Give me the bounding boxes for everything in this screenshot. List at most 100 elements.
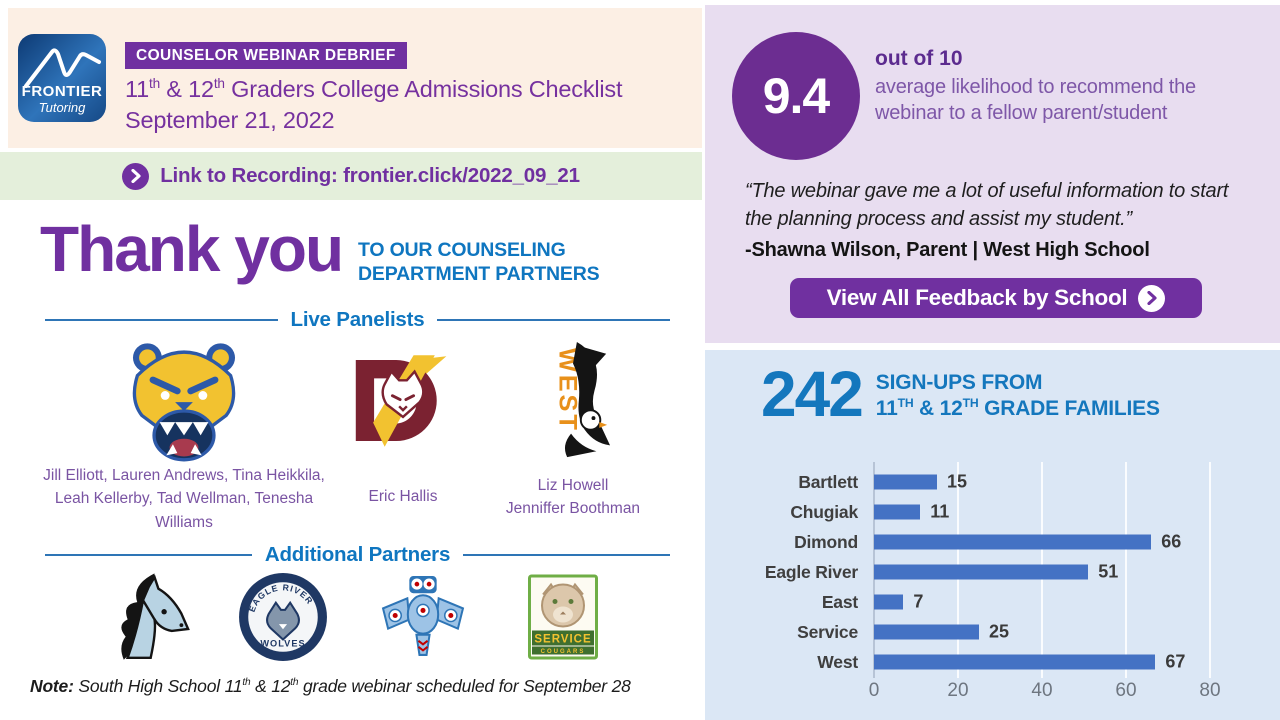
eagle-river-wolves-logo-icon: EAGLE RIVER WOLVES [218,568,348,666]
chart-category-label: Dimond [794,531,858,552]
chart-bar [874,654,1156,670]
bartlett-bear-logo-icon [128,338,240,464]
west-eagle-logo-icon: WEST [534,338,612,464]
chart-bar-value: 51 [1098,561,1119,582]
panelist-bartlett: Jill Elliott, Lauren Andrews, Tina Heikk… [30,338,338,534]
signups-title: SIGN-UPS FROM 11TH & 12TH GRADE FAMILIES [875,371,1160,420]
chart-bar [874,474,937,490]
chart-category-label: Chugiak [790,501,858,522]
chart-row: Service 25 [713,617,1273,647]
chugiak-mustang-logo-icon [78,568,208,666]
schedule-note: Note: South High School 11th & 12th grad… [30,676,631,696]
chart-bar-value: 25 [989,621,1010,642]
header-panel: FRONTIER Tutoring COUNSELOR WEBINAR DEBR… [8,8,702,148]
panelist-west: WEST Liz Howell Jenniffer Boothman [468,338,678,534]
testimonial-attribution: -Shawna Wilson, Parent | West High Schoo… [745,239,1150,261]
divider-line [437,319,670,321]
chart-bar-value: 11 [930,501,950,522]
divider-line [45,319,278,321]
testimonial-quote: “The webinar gave me a lot of useful inf… [745,180,1229,230]
panelist-names: Liz Howell Jenniffer Boothman [505,476,641,517]
chart-category-label: Eagle River [764,561,858,582]
webinar-debrief-badge: COUNSELOR WEBINAR DEBRIEF [125,42,407,69]
panelist-names: Jill Elliott, Lauren Andrews, Tina Heikk… [43,467,325,531]
partners-row: EAGLE RIVER WOLVES [78,568,628,666]
chart-bar-value: 7 [913,591,924,612]
additional-partners-heading: Additional Partners [264,543,451,566]
score-desc-text: average likelihood to recommend the webi… [875,76,1196,124]
title-line1: 11th & 12th Graders College Admissions C… [125,76,623,102]
svg-text:COUGARS: COUGARS [541,649,586,655]
score-out-of: out of 10 [875,47,963,70]
chart-bar [874,504,921,520]
chart-bar [874,564,1089,580]
title-date: September 21, 2022 [125,107,335,134]
dimond-lynx-logo-icon [350,338,456,464]
signups-panel: 242 SIGN-UPS FROM 11TH & 12TH GRADE FAMI… [705,350,1280,720]
chart-category-label: Service [797,621,858,642]
logo-wordmark: FRONTIER [21,83,103,100]
chart-bar-track: 67 [874,647,1210,677]
chart-bar [874,594,904,610]
additional-partners-divider: Additional Partners [45,543,671,567]
axis-tick-label: 80 [1199,680,1221,701]
panelist-dimond: Eric Hallis [338,338,468,534]
chart-bar [874,624,979,640]
chart-row: Dimond 66 [713,527,1273,557]
chart-category-label: West [817,651,858,672]
svg-text:SERVICE: SERVICE [534,634,591,646]
arrow-circle-icon [122,162,150,190]
panelists-row: Jill Elliott, Lauren Andrews, Tina Heikk… [30,338,678,534]
axis-tick-label: 40 [1031,680,1053,701]
live-panelists-divider: Live Panelists [45,308,670,332]
chart-category-label: Bartlett [798,471,858,492]
signups-count: 242 [761,358,864,430]
logo-subtitle: Tutoring [38,100,86,115]
chart-bar-value: 15 [947,471,968,492]
thank-you-section: Thank you TO OUR COUNSELING DEPARTMENT P… [40,213,600,287]
divider-line [45,554,252,556]
chart-category-label: East [821,591,858,612]
signups-bar-chart: Bartlett 15 Chugiak 11 Dimond 66 Eagle R… [713,467,1273,677]
chart-bar-track: 66 [874,527,1210,557]
svg-text:WOLVES: WOLVES [260,639,305,649]
score-value: 9.4 [762,68,831,124]
live-panelists-heading: Live Panelists [290,308,425,331]
service-cougars-logo-icon: SERVICE COUGARS [498,568,628,666]
chart-bar-value: 66 [1161,531,1182,552]
chart-row: Eagle River 51 [713,557,1273,587]
chart-bar-track: 51 [874,557,1210,587]
chart-bar-track: 15 [874,467,1210,497]
thank-you-heading: Thank you [40,213,344,285]
page-title: 11th & 12th Graders College Admissions C… [125,74,622,136]
signups-header: 242 SIGN-UPS FROM 11TH & 12TH GRADE FAMI… [761,362,1160,426]
mountain-line-icon [24,48,101,88]
testimonial: “The webinar gave me a lot of useful inf… [745,177,1257,264]
frontier-tutoring-logo: FRONTIER Tutoring [18,34,106,122]
panelist-names: Eric Hallis [368,488,438,506]
axis-tick-label: 60 [1115,680,1137,701]
chart-bar-value: 67 [1165,651,1186,672]
east-thunderbird-logo-icon [358,568,488,666]
chart-bar-track: 7 [874,587,1210,617]
chart-bar [874,534,1152,550]
arrow-circle-icon [1138,284,1166,312]
score-circle: 9.4 [732,32,860,160]
thank-you-subheading: TO OUR COUNSELING DEPARTMENT PARTNERS [358,239,600,286]
divider-line [463,554,671,556]
chart-bar-track: 11 [874,497,1210,527]
chart-row: Chugiak 11 [713,497,1273,527]
chart-row: East 7 [713,587,1273,617]
chart-row: West 67 [713,647,1273,677]
feedback-panel: 9.4 out of 10 average likelihood to reco… [705,5,1280,343]
recording-link-text[interactable]: Link to Recording: frontier.click/2022_0… [160,164,580,187]
axis-tick-label: 0 [868,680,880,701]
recording-link-bar[interactable]: Link to Recording: frontier.click/2022_0… [0,152,702,200]
chart-bar-track: 25 [874,617,1210,647]
chart-x-axis: 0 20 40 60 80 [869,680,1221,702]
chart-row: Bartlett 15 [713,467,1273,497]
view-all-feedback-label: View All Feedback by School [826,285,1128,310]
view-all-feedback-button[interactable]: View All Feedback by School [790,278,1202,318]
axis-tick-label: 20 [947,680,969,701]
score-description: out of 10 average likelihood to recommen… [875,47,1267,126]
